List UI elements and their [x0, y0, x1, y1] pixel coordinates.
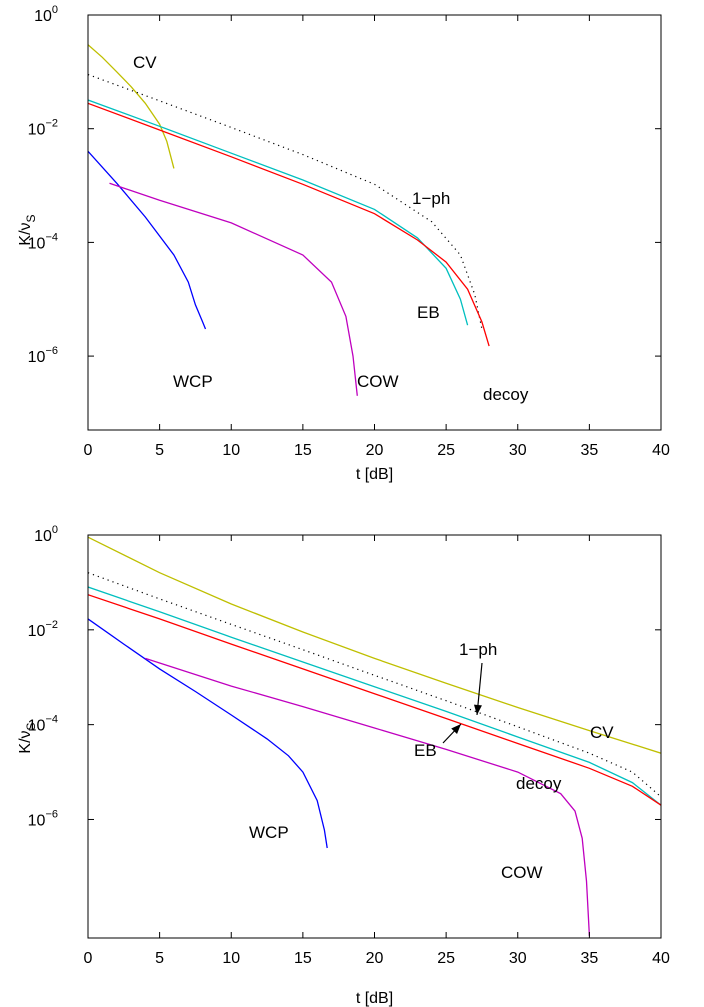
y-axis-label: K/νS: [17, 722, 38, 753]
x-tick-label: 30: [509, 950, 527, 967]
y-tick-label: 10−6: [28, 808, 58, 829]
x-tick-label: 15: [294, 442, 312, 459]
x-tick-label: 0: [84, 442, 93, 459]
annotation-label: WCP: [173, 372, 213, 391]
series-line-wcp: [88, 618, 328, 849]
y-axis-label: K/νS: [17, 214, 38, 245]
x-tick-label: 10: [222, 950, 240, 967]
plot-area: [88, 536, 661, 936]
axes-frame: [87, 14, 662, 431]
annotation-label: decoy: [516, 774, 562, 793]
x-axis-label: t [dB]: [356, 990, 393, 1007]
annotation-label: decoy: [483, 385, 529, 404]
x-tick-label: 5: [155, 950, 164, 967]
series-line-eb: [88, 99, 469, 326]
series-line-cv: [88, 44, 175, 169]
x-tick-label: 5: [155, 442, 164, 459]
y-tick-label: 10−2: [28, 118, 58, 139]
annotation-label: COW: [501, 863, 543, 882]
x-axis-label: t [dB]: [356, 466, 393, 483]
annotation-label: EB: [417, 303, 440, 322]
y-tick-label: 100: [34, 524, 58, 545]
plot-area: [88, 44, 490, 396]
series-line-wcp: [88, 150, 207, 330]
x-tick-label: 40: [652, 950, 670, 967]
series-line-cow: [145, 657, 591, 936]
x-tick-label: 25: [437, 442, 455, 459]
x-tick-label: 35: [580, 950, 598, 967]
annotation-label: COW: [357, 372, 399, 391]
x-tick-label: 25: [437, 950, 455, 967]
annotation-label: CV: [590, 723, 614, 742]
y-tick-label: 10−2: [28, 619, 58, 640]
series-line-cow: [109, 182, 358, 396]
series-line-decoy: [88, 594, 661, 806]
y-tick-label: 100: [34, 4, 58, 25]
annotation-label: 1−ph: [459, 640, 497, 659]
series-line-cv: [88, 536, 661, 754]
series-line-eb: [88, 586, 661, 806]
annotation-arrowhead: [473, 704, 482, 715]
series-line-decoy: [88, 102, 490, 347]
x-tick-label: 35: [580, 442, 598, 459]
y-tick-label: 10−6: [28, 345, 58, 366]
x-tick-label: 20: [366, 442, 384, 459]
x-tick-label: 15: [294, 950, 312, 967]
series-line-1-ph: [88, 73, 483, 330]
x-tick-label: 10: [222, 442, 240, 459]
x-tick-label: 20: [366, 950, 384, 967]
x-tick-label: 40: [652, 442, 670, 459]
x-tick-label: 30: [509, 442, 527, 459]
annotation-label: EB: [414, 741, 437, 760]
annotation-arrowhead: [451, 724, 461, 735]
annotation-label: 1−ph: [412, 189, 450, 208]
annotation-label: CV: [133, 53, 157, 72]
axes-frame: [87, 534, 662, 939]
annotation-label: WCP: [249, 823, 289, 842]
x-tick-label: 0: [84, 950, 93, 967]
